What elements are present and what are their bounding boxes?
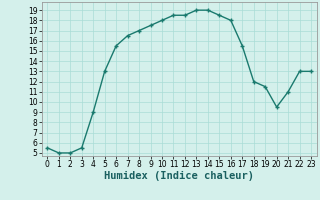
X-axis label: Humidex (Indice chaleur): Humidex (Indice chaleur) [104, 171, 254, 181]
